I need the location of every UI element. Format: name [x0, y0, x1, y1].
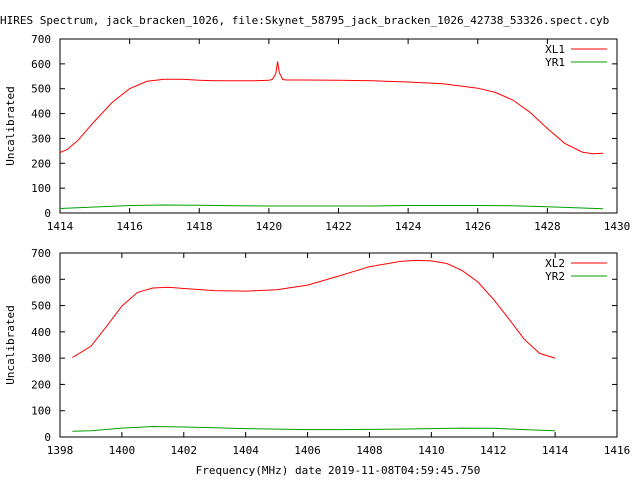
x-tick-label: 1410	[418, 444, 445, 457]
y-tick-label: 100	[31, 182, 51, 195]
x-tick-label: 1424	[395, 220, 422, 233]
y-tick-label: 400	[31, 326, 51, 339]
figure-title: HIRES Spectrum, jack_bracken_1026, file:…	[0, 14, 609, 27]
series-line-yr1	[59, 204, 604, 210]
y-axis-label: Uncalibrated	[4, 86, 17, 165]
x-tick-label: 1406	[294, 444, 321, 457]
x-tick-label: 1430	[604, 220, 631, 233]
x-tick-label: 1418	[186, 220, 213, 233]
y-tick-label: 200	[31, 378, 51, 391]
plot-panels: 0 100 200 300 400 500 600 700 1414 1416 1418 1420 14…	[4, 33, 630, 457]
y-tick-label: 0	[44, 207, 51, 220]
y-axis-label: Uncalibrated	[4, 305, 17, 384]
y-tick-label: 0	[44, 431, 51, 444]
x-tick-label: 1416	[604, 444, 631, 457]
series-line-xl1	[59, 61, 604, 155]
legend-label: YR1	[545, 56, 565, 69]
y-tick-label: 500	[31, 83, 51, 96]
plot-panel-1: 0 100 200 300 400 500 600 700 1414 1416 1418 1420 14…	[4, 33, 630, 233]
x-tick-label: 1422	[325, 220, 352, 233]
series-line-xl2	[72, 259, 556, 359]
x-tick-label: 1412	[480, 444, 507, 457]
x-tick-label: 1426	[465, 220, 492, 233]
series-line-yr2	[72, 425, 556, 432]
plot-frame	[59, 38, 618, 214]
legend-label: YR2	[545, 270, 565, 283]
y-tick-label: 600	[31, 58, 51, 71]
legend-label: XL2	[545, 257, 565, 270]
y-tick-label: 700	[31, 33, 51, 46]
y-tick-label: 700	[31, 247, 51, 260]
x-tick-label: 1428	[534, 220, 561, 233]
x-tick-label: 1402	[171, 444, 198, 457]
x-tick-label: 1414	[47, 220, 74, 233]
x-axis-label: Frequency(MHz) date 2019-11-08T04:59:45.…	[196, 464, 481, 477]
x-tick-label: 1416	[116, 220, 143, 233]
y-tick-label: 300	[31, 132, 51, 145]
y-tick-label: 300	[31, 352, 51, 365]
legend-label: XL1	[545, 43, 565, 56]
x-tick-label: 1398	[47, 444, 74, 457]
plot-frame	[59, 252, 618, 438]
y-tick-label: 100	[31, 405, 51, 418]
plot-panel-2: 0 100 200 300 400 500 600 700 1398 1400 1402 1404 14…	[4, 247, 630, 457]
x-tick-label: 1420	[256, 220, 283, 233]
x-tick-label: 1404	[232, 444, 259, 457]
x-tick-label: 1408	[356, 444, 383, 457]
y-tick-label: 600	[31, 273, 51, 286]
y-tick-label: 400	[31, 108, 51, 121]
x-tick-label: 1414	[542, 444, 569, 457]
x-tick-label: 1400	[109, 444, 136, 457]
y-tick-label: 200	[31, 157, 51, 170]
y-tick-label: 500	[31, 300, 51, 313]
